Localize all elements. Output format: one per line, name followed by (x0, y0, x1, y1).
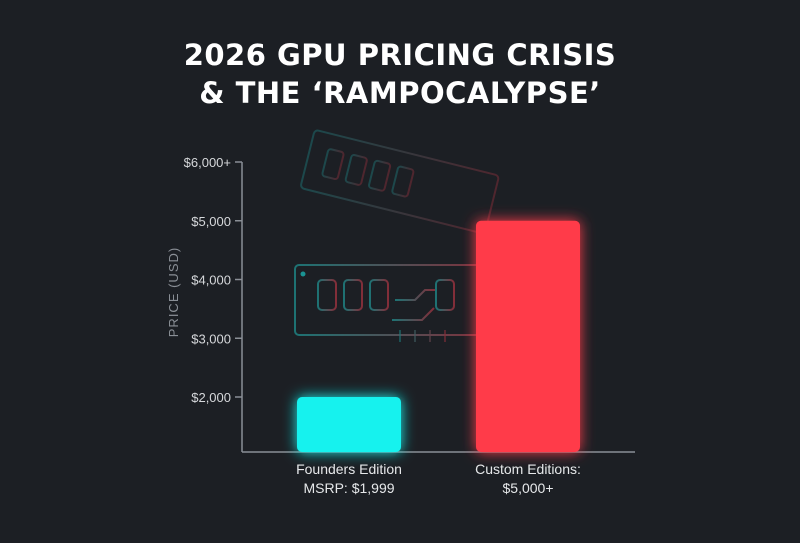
y-tick-label: $2,000 (191, 390, 231, 405)
y-tick-label: $6,000+ (184, 155, 231, 170)
category-label-2: Custom Editions: (475, 461, 581, 477)
category-label-1: MSRP: $1,999 (303, 480, 394, 496)
y-tick-label: $3,000 (191, 331, 231, 346)
y-tick-label: $5,000 (191, 214, 231, 229)
title-line-2: & THE ‘RAMPOCALYPSE’ (199, 76, 601, 110)
chart-title: 2026 GPU PRICING CRISIS & THE ‘RAMPOCALY… (0, 36, 800, 112)
y-axis-title: PRICE (USD) (166, 247, 181, 337)
category-label-2: $5,000+ (503, 480, 554, 496)
category-label-1: Founders Edition (296, 461, 402, 477)
title-line-1: 2026 GPU PRICING CRISIS (183, 38, 617, 72)
bar-1 (297, 397, 401, 452)
ram-module-icon (294, 129, 500, 342)
bar-2 (476, 220, 580, 452)
y-tick-label: $4,000 (191, 273, 231, 288)
